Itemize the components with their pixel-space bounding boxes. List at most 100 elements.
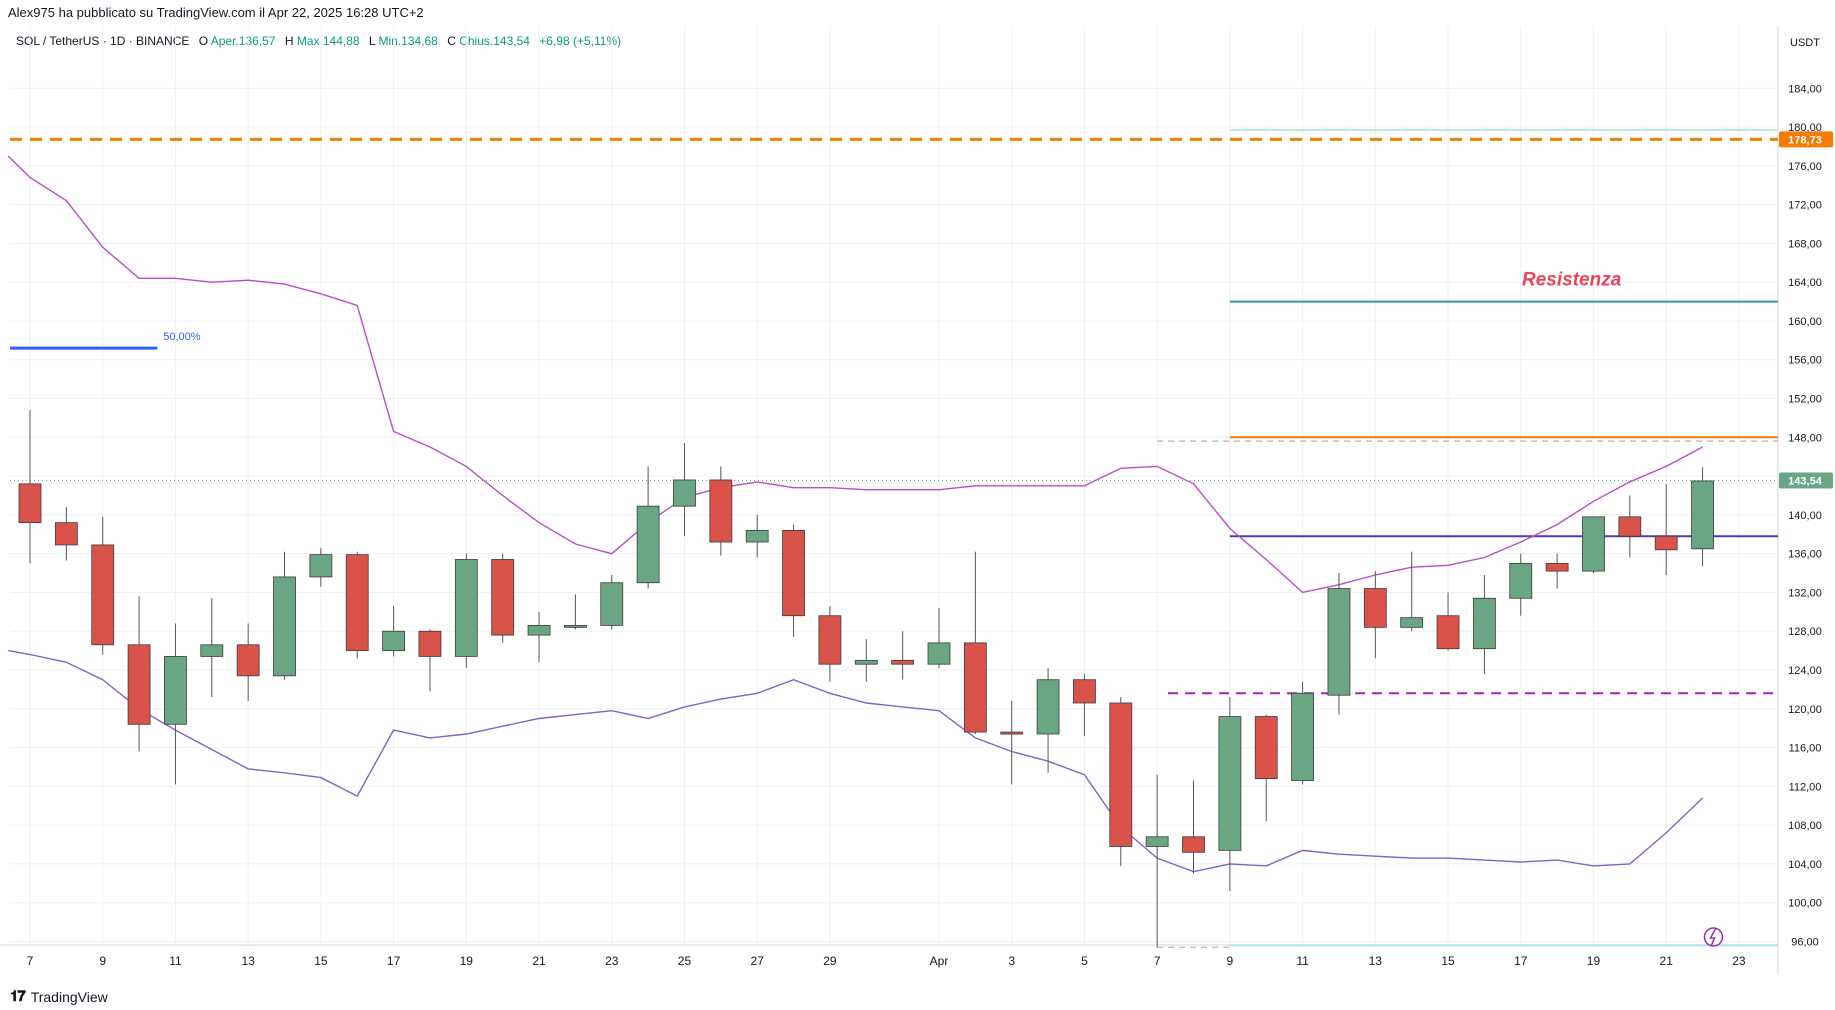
price-tag-current-text: 143,54	[1788, 476, 1823, 488]
candle-down	[18, 483, 42, 524]
candle-down	[1109, 702, 1133, 847]
y-tick-label: 148,00	[1788, 432, 1822, 444]
x-tick-label: 29	[823, 954, 837, 968]
candle-down	[91, 544, 115, 646]
candle-up	[309, 554, 333, 578]
x-tick-label: 5	[1081, 954, 1088, 968]
candle-up	[527, 625, 551, 636]
x-tick-label: 21	[532, 954, 546, 968]
candle-up	[164, 656, 187, 725]
x-tick-label: 27	[751, 954, 765, 968]
candle-up	[382, 630, 406, 652]
y-tick-label: 176,00	[1788, 161, 1822, 173]
candle-down	[1545, 562, 1569, 572]
x-tick-label: 7	[1154, 954, 1161, 968]
x-tick-label: 15	[314, 954, 328, 968]
x-tick-label: 19	[1587, 954, 1601, 968]
x-tick-label: 11	[1296, 954, 1309, 968]
x-tick-label: 9	[99, 954, 106, 968]
candle-up	[1582, 516, 1605, 572]
y-tick-label: 160,00	[1788, 316, 1822, 328]
y-tick-label: 124,00	[1788, 665, 1822, 677]
y-tick-label: 172,00	[1788, 200, 1822, 212]
candle-down	[54, 522, 78, 546]
lightning-icon-glyph	[1709, 928, 1717, 946]
candle-down	[818, 615, 842, 665]
close-key: C	[447, 34, 456, 48]
close-value: Chius.143,54	[459, 34, 530, 48]
candle-up	[273, 576, 296, 677]
candle-down	[491, 559, 515, 636]
candle-down	[782, 529, 805, 617]
candle-up	[927, 642, 951, 665]
resistance-label: Resistenza	[1522, 270, 1622, 291]
y-tick-label: 168,00	[1788, 238, 1822, 250]
price-tag-orange	[1779, 131, 1833, 148]
candle-down	[1073, 679, 1096, 704]
open-key: O	[198, 34, 209, 48]
tradingview-logo-icon: 𝟏𝟕	[10, 988, 26, 1005]
currency-label: USDT	[1790, 37, 1820, 49]
candle-up	[1327, 588, 1351, 696]
candle-up	[454, 559, 478, 657]
x-tick-label: 17	[387, 954, 401, 968]
upper-band-line	[7, 155, 1703, 594]
candle-up	[1036, 679, 1060, 735]
y-tick-label: 96,00	[1791, 937, 1819, 949]
y-tick-label: 136,00	[1788, 549, 1822, 561]
y-tick-label: 164,00	[1788, 277, 1822, 289]
x-tick-label: Apr	[930, 954, 949, 968]
y-tick-label: 104,00	[1788, 859, 1822, 871]
high-value: Max.144,88	[296, 34, 360, 48]
lower-band-line	[8, 649, 1704, 873]
candle-down	[1254, 716, 1278, 780]
price-tag-current	[1779, 472, 1833, 489]
candle-down	[1654, 535, 1678, 551]
x-tick-label: 13	[1369, 954, 1383, 968]
x-tick-label: 19	[460, 954, 474, 968]
candle-up	[200, 644, 224, 657]
x-tick-label: 21	[1660, 954, 1674, 968]
x-tick-label: 25	[678, 954, 692, 968]
candle-up	[673, 479, 696, 507]
y-tick-label: 180,00	[1788, 122, 1822, 134]
y-tick-label: 116,00	[1789, 743, 1822, 755]
candle-up	[1145, 836, 1169, 847]
candle-down	[1000, 731, 1024, 735]
lightning-icon[interactable]	[1703, 927, 1724, 947]
candle-down	[709, 479, 733, 543]
tradingview-logo[interactable]: 𝟏𝟕 TradingView	[10, 988, 108, 1005]
candle-down	[1182, 836, 1205, 853]
y-tick-label: 112,00	[1789, 781, 1822, 793]
y-tick-label: 108,00	[1788, 820, 1822, 832]
candle-up	[1473, 597, 1496, 650]
tradingview-brand: TradingView	[30, 988, 108, 1005]
change-value: +6,98 (+5,11%)	[539, 34, 622, 48]
candle-down	[345, 554, 369, 652]
candle-down	[1363, 588, 1387, 628]
y-tick-label: 156,00	[1788, 355, 1822, 367]
candle-down	[236, 644, 260, 677]
candle-up	[745, 529, 769, 543]
y-tick-label: 184,00	[1788, 83, 1822, 95]
y-tick-label: 140,00	[1788, 510, 1822, 522]
publish-info: Alex975 ha pubblicato su TradingView.com…	[8, 5, 424, 20]
candle-down	[1618, 516, 1642, 537]
candle-up	[1400, 617, 1424, 628]
fib-level-label: 50,00%	[163, 331, 201, 343]
x-tick-label: 23	[1732, 954, 1746, 968]
x-tick-label: 23	[605, 954, 619, 968]
price-tag-orange-text: 178,73	[1788, 134, 1822, 146]
candle-down	[963, 642, 987, 733]
y-tick-label: 100,00	[1788, 898, 1822, 910]
candle-up	[1509, 562, 1533, 599]
candle-up	[1218, 716, 1242, 851]
y-tick-label: 120,00	[1788, 704, 1822, 716]
y-tick-label: 128,00	[1788, 626, 1822, 638]
candle-up	[1691, 480, 1714, 550]
x-tick-label: 13	[241, 954, 255, 968]
x-tick-label: 11	[169, 954, 182, 968]
x-tick-label: 7	[27, 954, 34, 968]
x-tick-label: 15	[1441, 954, 1455, 968]
